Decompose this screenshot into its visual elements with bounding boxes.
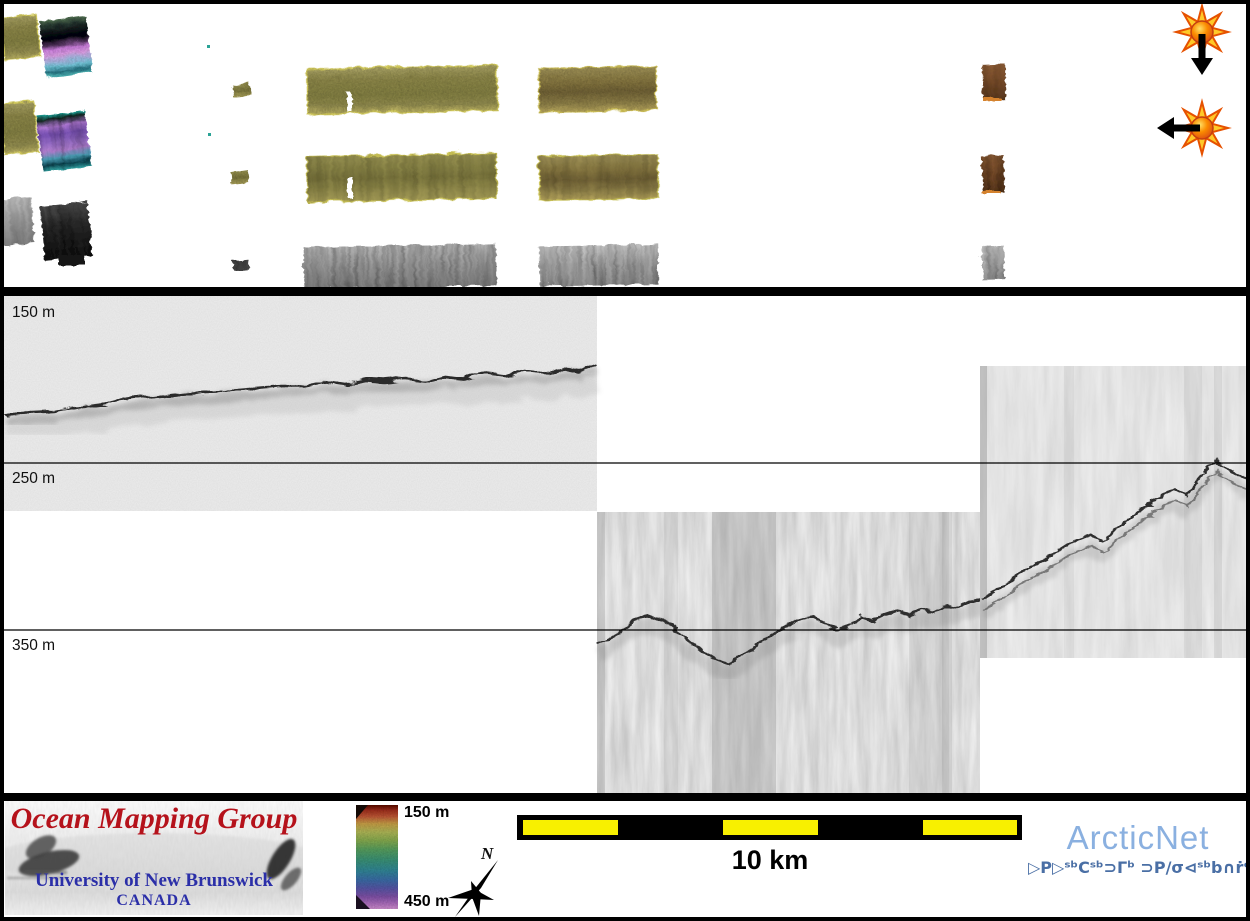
bathymetry-mini-patch [229,168,249,183]
seafloor-trace [979,457,1246,599]
sonar-target-left [7,835,80,879]
depth-label-150m: 150 m [12,304,55,321]
north-arrow-icon: N [448,844,498,917]
omg-country: CANADA [116,892,192,909]
bathymetry-patch [4,12,40,60]
panel-divider [0,793,1250,801]
seafloor-subbottom-trace [980,468,1246,609]
depth-color-scale [356,805,398,909]
backscatter-patch [980,243,1004,279]
compass-n-label: N [480,844,494,863]
arcticnet-logo: ArcticNet ▷P▷ˢᵇCˢᵇ⊃Γᵇ ⊃P/σ⊲ˢᵇb∩ṙᶜ [1028,819,1250,877]
seafloor-echo [4,365,596,424]
backscatter-mini-patch [231,258,249,270]
color-scale-bottom-label: 450 m [404,893,450,910]
arcticnet-inuktitut-text: ▷P▷ˢᵇCˢᵇ⊃Γᵇ ⊃P/σ⊲ˢᵇb∩ṙᶜ [1028,858,1250,877]
sun-arrow-left-icon [1157,98,1232,158]
backscatter-patch [38,200,92,264]
colour-coded-patch [37,14,92,77]
profile-segment-left [4,296,598,511]
omg-title: Ocean Mapping Group [10,802,298,835]
profile-segment-middle [593,512,983,793]
depth-label-250m: 250 m [12,470,55,487]
bathymetry-patch [980,153,1004,192]
scale-bar [517,815,1022,840]
scale-bar-segment [923,820,1017,835]
depth-label-350m: 350 m [12,637,55,654]
scale-bar-segment [523,820,618,835]
bathymetry-patch [980,62,1005,100]
seafloor-trace [4,362,595,415]
backscatter-strip [537,243,658,285]
subbottom-profile-panel: 150 m 250 m 350 m [4,296,1246,793]
seafloor-echo [4,369,598,440]
omg-logo-artwork [0,801,320,915]
bathymetry-strip [537,64,656,112]
survey-dot [207,45,210,48]
bathymetry-strip [304,151,497,202]
bathymetry-strip [537,152,658,200]
sonar-target-right [266,838,302,891]
bathymetry-mini-patch [231,82,250,96]
seafloor-echo [976,465,1246,617]
colour-coded-patch [34,109,91,171]
bathymetry-strip [304,63,498,114]
scale-bar-segment [723,820,818,835]
backscatter-patch [4,195,34,245]
omg-subtitle: University of New Brunswick [34,870,274,891]
bathymetry-patch [4,98,38,155]
profile-segment-right [976,366,1246,658]
survey-dot [208,133,211,136]
sun-arrow-down-icon [1172,4,1232,75]
backscatter-strip [301,242,496,287]
scale-bar-label: 10 km [731,845,809,875]
arcticnet-name: ArcticNet [1066,819,1210,856]
map-mosaic-panel [4,4,1232,287]
color-scale-top-label: 150 m [404,804,450,821]
seafloor-echo [593,598,983,679]
omg-logo: Ocean Mapping Group University of New Br… [0,801,320,915]
panel-divider [0,287,1250,296]
